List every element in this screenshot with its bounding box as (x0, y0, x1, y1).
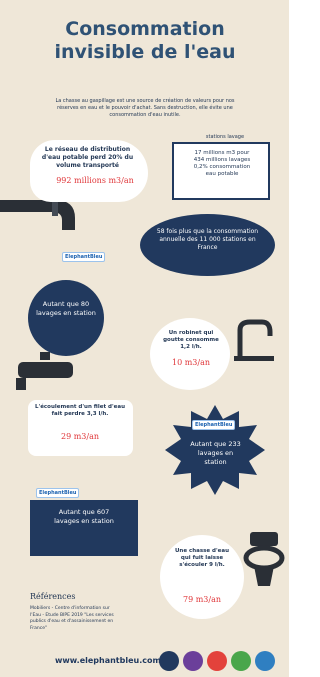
references-text: Mobiliers - Centre d'information sur l'E… (30, 606, 115, 632)
tap-icon (10, 350, 80, 398)
toilet-value: 79 m3/an (170, 595, 234, 604)
footer-url[interactable]: www.elephantbleu.com (55, 656, 161, 665)
station-label: stations lavage (185, 134, 265, 140)
stream-text: L'écoulement d'un filet d'eau fait perdr… (34, 404, 126, 418)
station-comparison: 58 fois plus que la consommation annuell… (140, 214, 275, 276)
station-text: 17 millions m3 pour 434 millions lavages… (190, 150, 254, 178)
service-icons (158, 650, 283, 672)
network-text: Le réseau de distribution d'eau potable … (40, 146, 135, 170)
references-title: Références (30, 592, 75, 601)
logo: ElephantBleu (192, 420, 235, 430)
network-value: 992 millions m3/an (55, 176, 135, 185)
stream-value: 29 m3/an (40, 432, 120, 441)
intro: La chasse au gaspillage est une source d… (55, 98, 235, 119)
toilet-icon (240, 530, 285, 590)
comparison-bubble: Autant que 80 lavages en station (28, 280, 104, 356)
faucet-text: Un robinet qui goutte consomme 1,2 l/h. (160, 330, 222, 351)
faucet-circle (150, 318, 230, 390)
faucet-icon (232, 318, 282, 363)
logo: ElephantBleu (36, 488, 79, 498)
comparison-box: Autant que 607 lavages en station (30, 500, 138, 556)
logo: ElephantBleu (62, 252, 105, 262)
infographic: Consommation invisible de l'eau La chass… (0, 0, 289, 677)
toilet-text: Une chasse d'eau qui fuit laisse s'écoul… (170, 548, 234, 569)
comparison-star: Autant que 233 lavages en station (188, 440, 243, 467)
faucet-value: 10 m3/an (160, 358, 222, 367)
title: Consommation invisible de l'eau (40, 18, 250, 64)
